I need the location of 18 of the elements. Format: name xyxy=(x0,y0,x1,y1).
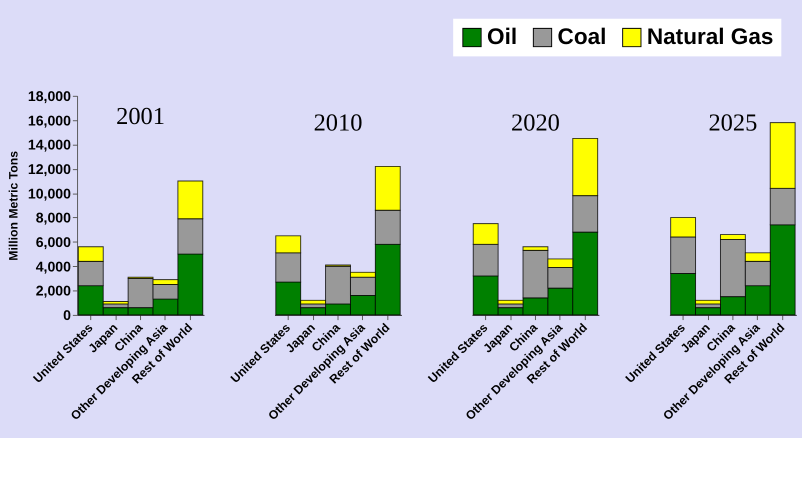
y-tick-label: 18,000 xyxy=(28,88,72,104)
y-tick-label: 2,000 xyxy=(36,282,72,299)
y-tick-label: 14,000 xyxy=(28,136,72,153)
y-tick-label: 10,000 xyxy=(28,185,72,202)
text: 2025 xyxy=(708,110,758,137)
y-tick-label: 0 xyxy=(63,307,72,324)
y-tick-label: 16,000 xyxy=(28,112,72,128)
chart-title: 2001 xyxy=(116,103,165,130)
y-tick-label: 12,000 xyxy=(28,161,72,178)
text: 2010 xyxy=(314,110,362,137)
text: 2020 xyxy=(511,110,560,137)
legend-label: Natural Gas xyxy=(646,24,774,50)
y-tick-label: 8,000 xyxy=(36,210,72,226)
legend-label: Oil xyxy=(487,24,518,50)
legend-label: Coal xyxy=(558,24,606,50)
y-axis-title: Million Metric Tons xyxy=(6,150,21,261)
y-tick-label: 6,000 xyxy=(36,234,72,250)
y-tick-label: 4,000 xyxy=(36,258,72,274)
